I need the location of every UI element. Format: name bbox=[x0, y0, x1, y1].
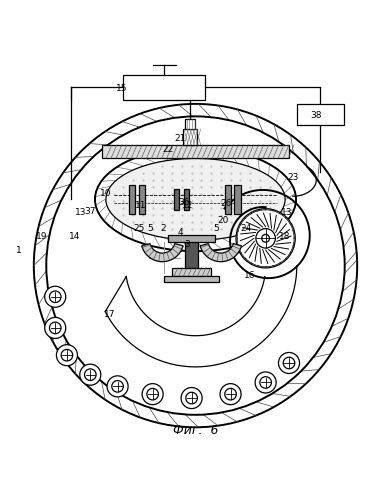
Bar bbox=[174, 188, 179, 210]
Text: 20: 20 bbox=[217, 216, 228, 226]
Text: 19: 19 bbox=[36, 232, 47, 241]
Text: 17: 17 bbox=[104, 310, 115, 319]
Circle shape bbox=[112, 380, 124, 392]
Bar bbox=[129, 184, 136, 214]
Text: 5: 5 bbox=[147, 224, 152, 233]
Ellipse shape bbox=[106, 158, 285, 240]
Text: 13: 13 bbox=[281, 208, 293, 218]
Circle shape bbox=[56, 344, 77, 366]
Circle shape bbox=[225, 388, 236, 400]
Circle shape bbox=[142, 384, 163, 404]
Text: 37: 37 bbox=[84, 206, 96, 216]
Bar bbox=[184, 188, 189, 210]
Bar bbox=[185, 120, 196, 129]
Text: 2: 2 bbox=[160, 224, 166, 233]
Text: 38: 38 bbox=[310, 111, 322, 120]
Circle shape bbox=[34, 104, 357, 428]
Text: 1: 1 bbox=[16, 246, 22, 254]
Text: 36: 36 bbox=[178, 198, 190, 207]
Text: 11: 11 bbox=[135, 200, 147, 209]
Text: 4: 4 bbox=[178, 228, 184, 237]
Circle shape bbox=[46, 116, 345, 415]
Circle shape bbox=[260, 376, 271, 388]
Text: 25: 25 bbox=[133, 224, 145, 233]
Circle shape bbox=[236, 208, 295, 268]
Text: 23: 23 bbox=[287, 174, 298, 182]
Circle shape bbox=[262, 234, 269, 242]
Text: 3: 3 bbox=[184, 240, 190, 248]
Wedge shape bbox=[142, 244, 183, 262]
Text: 21: 21 bbox=[174, 134, 185, 143]
Circle shape bbox=[45, 318, 66, 338]
Bar bbox=[168, 235, 215, 242]
Bar bbox=[164, 276, 219, 282]
Bar bbox=[124, 74, 205, 100]
Text: 5: 5 bbox=[213, 224, 219, 233]
Bar bbox=[297, 104, 344, 126]
Text: 22: 22 bbox=[162, 146, 174, 154]
Text: 26: 26 bbox=[221, 198, 232, 207]
Circle shape bbox=[186, 392, 197, 404]
Circle shape bbox=[107, 376, 128, 397]
Bar bbox=[185, 240, 198, 268]
Circle shape bbox=[49, 291, 61, 302]
Bar bbox=[235, 184, 241, 214]
Text: 16: 16 bbox=[244, 271, 256, 280]
Bar bbox=[225, 184, 231, 214]
Circle shape bbox=[84, 369, 96, 380]
Bar bbox=[139, 184, 145, 214]
Circle shape bbox=[256, 228, 275, 248]
Text: Фиг.  6: Фиг. 6 bbox=[173, 424, 218, 437]
Circle shape bbox=[61, 350, 73, 361]
Circle shape bbox=[147, 388, 158, 400]
Bar bbox=[183, 129, 197, 145]
Text: 14: 14 bbox=[69, 232, 80, 241]
Circle shape bbox=[283, 357, 295, 369]
Text: 13: 13 bbox=[75, 208, 86, 218]
Circle shape bbox=[255, 372, 276, 393]
Circle shape bbox=[45, 286, 66, 308]
Text: 18: 18 bbox=[279, 232, 291, 241]
Text: 24: 24 bbox=[240, 224, 251, 233]
Circle shape bbox=[220, 384, 241, 404]
Bar bbox=[172, 268, 211, 276]
Wedge shape bbox=[200, 244, 242, 262]
Circle shape bbox=[80, 364, 101, 385]
Bar bbox=[102, 145, 289, 158]
Ellipse shape bbox=[95, 148, 296, 251]
Text: 10: 10 bbox=[100, 189, 111, 198]
Text: 15: 15 bbox=[116, 84, 127, 93]
Circle shape bbox=[278, 352, 300, 374]
Circle shape bbox=[49, 322, 61, 334]
Circle shape bbox=[181, 388, 202, 408]
Text: 12: 12 bbox=[182, 200, 193, 209]
